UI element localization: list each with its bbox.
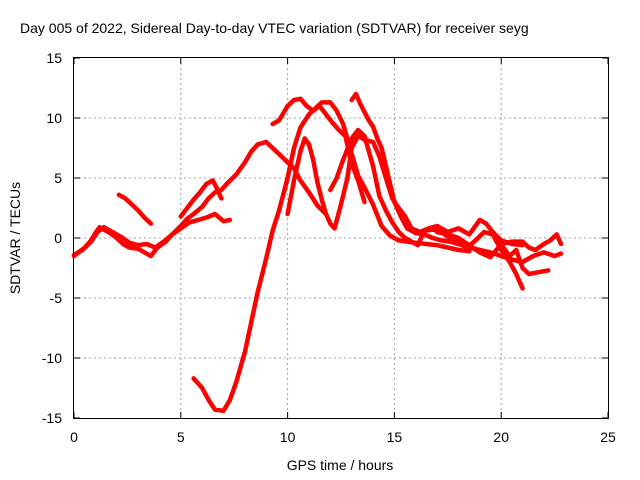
x-axis-label: GPS time / hours — [286, 457, 394, 473]
chart-title: Day 005 of 2022, Sidereal Day-to-day VTE… — [20, 20, 529, 36]
series-line-arc4 — [178, 178, 224, 219]
series-line-arc7 — [285, 133, 525, 248]
series-line-arc11 — [494, 235, 551, 277]
series-line-arc3 — [116, 192, 154, 226]
y-tick-label-5: 10 — [46, 110, 62, 126]
series-line-arc8 — [328, 127, 525, 291]
y-tick-label-3: 0 — [54, 230, 62, 246]
y-tick-label-1: -10 — [42, 350, 62, 366]
x-tick-label-3: 15 — [387, 429, 403, 445]
series-line-arc9 — [349, 91, 564, 265]
y-tick-label-4: 5 — [54, 170, 62, 186]
y-tick-label-2: -5 — [50, 290, 63, 306]
series-line-arc2 — [71, 211, 233, 258]
x-tick-label-4: 20 — [493, 429, 509, 445]
x-tick-label-0: 0 — [70, 429, 78, 445]
x-tick-label-2: 10 — [280, 429, 296, 445]
y-tick-label-0: -15 — [42, 410, 62, 426]
grid-lines — [74, 58, 608, 418]
plot-frame — [73, 57, 609, 419]
y-axis-label: SDTVAR / TECUs — [7, 181, 23, 295]
x-tick-label-1: 5 — [177, 429, 185, 445]
y-tick-label-6: 15 — [46, 50, 62, 66]
series-line-arc10 — [434, 229, 564, 260]
data-series — [71, 91, 564, 414]
series-line-arc5 — [191, 100, 472, 414]
x-tick-label-5: 25 — [600, 429, 616, 445]
axis-ticks: 0 5 10 15 20 25 -15 -10 -5 0 5 10 15 — [42, 50, 616, 445]
